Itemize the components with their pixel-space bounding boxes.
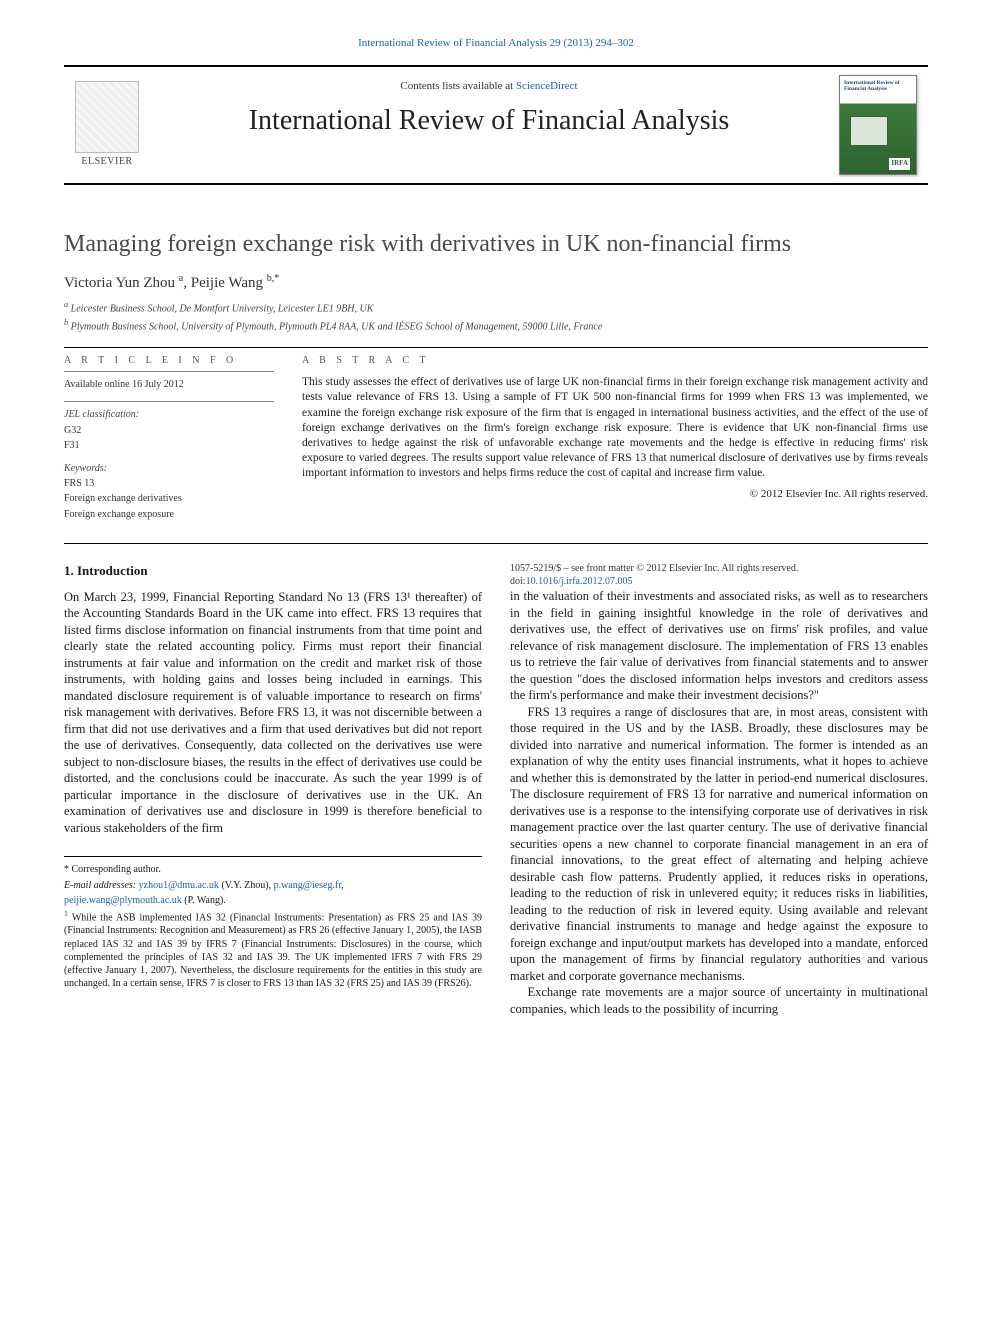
jel-2: F31 [64,439,274,452]
cover-icon: International Review of Financial Analys… [839,75,917,175]
email-3-link[interactable]: peijie.wang@plymouth.ac.uk [64,895,182,906]
affiliation-b: b Plymouth Business School, University o… [64,318,928,334]
header-cite: 29 (2013) 294–302 [550,37,634,49]
email-1-link[interactable]: yzhou1@dmu.ac.uk [139,880,219,891]
divider [64,347,928,348]
article-info: A R T I C L E I N F O Available online 1… [64,354,274,531]
elsevier-tree-icon [75,81,139,153]
header-journal-link[interactable]: International Review of Financial Analys… [358,37,547,49]
journal-title: International Review of Financial Analys… [158,103,820,140]
section-1-para-4: Exchange rate movements are a major sour… [510,984,928,1017]
contents-line: Contents lists available at ScienceDirec… [158,79,820,94]
keyword-2: Foreign exchange derivatives [64,492,274,505]
publisher-logo: ELSEVIER [64,67,150,183]
article-title: Managing foreign exchange risk with deri… [64,229,928,261]
masthead: ELSEVIER Contents lists available at Sci… [64,65,928,185]
cover-badge: IRFA [889,158,910,169]
body-columns: 1. Introduction On March 23, 1999, Finan… [64,562,928,1017]
section-1-para-1: On March 23, 1999, Financial Reporting S… [64,589,482,837]
author-2: Peijie Wang [191,275,263,291]
abstract-copyright: © 2012 Elsevier Inc. All rights reserved… [302,487,928,502]
cover-title: International Review of Financial Analys… [844,80,912,92]
front-matter-meta: 1057-5219/$ – see front matter © 2012 El… [510,562,928,588]
author-1-aff: a [179,273,183,284]
affiliation-a: a Leicester Business School, De Montfort… [64,300,928,316]
article-info-heading: A R T I C L E I N F O [64,354,274,367]
sciencedirect-link[interactable]: ScienceDirect [516,80,578,92]
footnote-block: * Corresponding author. E-mail addresses… [64,856,482,990]
issn-line: 1057-5219/$ – see front matter © 2012 El… [510,562,928,575]
affiliation-b-text: Plymouth Business School, University of … [71,321,603,332]
footnote-1: 1 While the ASB implemented IAS 32 (Fina… [64,909,482,990]
corresponding-star-icon: * [274,273,279,284]
keywords-label: Keywords: [64,462,274,475]
footnote-1-text: While the ASB implemented IAS 32 (Financ… [64,912,482,989]
email-2-link[interactable]: p.wang@ieseg.fr [274,880,342,891]
info-abstract-row: A R T I C L E I N F O Available online 1… [64,354,928,544]
journal-cover-thumb: International Review of Financial Analys… [828,67,928,183]
email-label: E-mail addresses: [64,880,139,891]
jel-label: JEL classification: [64,408,274,421]
keyword-3: Foreign exchange exposure [64,508,274,521]
section-1-heading: 1. Introduction [64,562,482,579]
abstract: A B S T R A C T This study assesses the … [302,354,928,531]
abstract-body: This study assesses the effect of deriva… [302,375,928,481]
corresponding-author-note: * Corresponding author. [64,863,482,876]
email-sep: , [341,880,344,891]
email-3-who: (P. Wang). [184,895,226,906]
authors-line: Victoria Yun Zhou a, Peijie Wang b,* [64,272,928,294]
cover-graphic-icon [850,116,888,146]
section-1-para-3: FRS 13 requires a range of disclosures t… [510,704,928,985]
abstract-heading: A B S T R A C T [302,354,928,367]
header-citation: International Review of Financial Analys… [64,36,928,51]
email-1-who: (V.Y. Zhou), [221,880,273,891]
available-online: Available online 16 July 2012 [64,378,274,391]
doi-link[interactable]: 10.1016/j.irfa.2012.07.005 [526,576,633,587]
email-line: E-mail addresses: yzhou1@dmu.ac.uk (V.Y.… [64,879,482,892]
jel-1: G32 [64,424,274,437]
publisher-name: ELSEVIER [75,155,139,168]
section-1-para-2: in the valuation of their investments an… [510,588,928,704]
affiliation-a-text: Leicester Business School, De Montfort U… [71,303,374,314]
doi-label: doi: [510,576,526,587]
contents-prefix: Contents lists available at [400,80,515,92]
keyword-1: FRS 13 [64,477,274,490]
author-1: Victoria Yun Zhou [64,275,175,291]
